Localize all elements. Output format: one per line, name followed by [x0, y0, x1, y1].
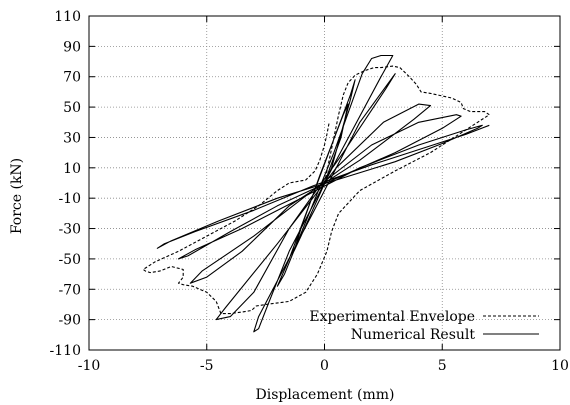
- series-layer: [142, 54, 490, 333]
- x-tick-label: -5: [200, 358, 214, 374]
- y-tick-label: 50: [63, 100, 81, 116]
- y-tick-label: -90: [58, 313, 81, 329]
- x-tick-label: 10: [551, 358, 569, 374]
- tick-marks: [88, 15, 561, 351]
- x-tick-label: 0: [320, 358, 329, 374]
- y-tick-label: -110: [50, 343, 81, 359]
- y-tick-label: -70: [58, 282, 81, 298]
- y-tick-label: 110: [54, 9, 81, 25]
- series-line-experimental-envelope: [142, 65, 490, 315]
- x-axis-label: Displacement (mm): [256, 387, 395, 403]
- y-tick-label: -30: [58, 222, 81, 238]
- y-tick-label: 10: [63, 161, 81, 177]
- y-tick-label: -10: [58, 191, 81, 207]
- legend-label-experimental-envelope: Experimental Envelope: [309, 309, 475, 325]
- x-tick-label: 5: [438, 358, 447, 374]
- y-tick-label: 30: [63, 130, 81, 146]
- legend: Experimental Envelope Numerical Result: [309, 309, 539, 343]
- series-line-numerical-result: [156, 54, 490, 333]
- x-tick-label: -10: [78, 358, 101, 374]
- legend-label-numerical-result: Numerical Result: [351, 327, 476, 343]
- y-tick-label: 90: [63, 39, 81, 55]
- y-axis-label: Force (kN): [9, 158, 25, 234]
- grid: [89, 16, 560, 350]
- y-tick-label: 70: [63, 70, 81, 86]
- y-tick-label: -50: [58, 252, 81, 268]
- tick-labels: -10 -5 0 5 10-110-90-70-50-30-10103050709011…: [50, 9, 569, 374]
